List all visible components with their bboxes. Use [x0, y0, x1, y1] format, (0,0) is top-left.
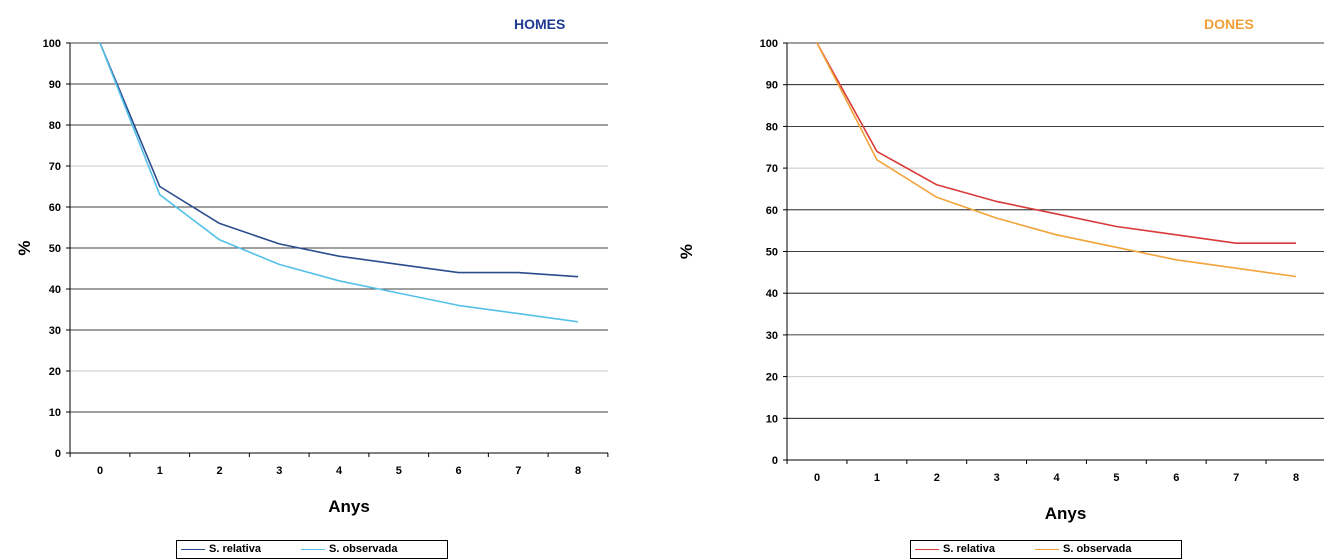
- line-chart-homes: 0 10 20 30 40 50 60 70 80 90 100 0 1 2 3 4 5 6 7 8 Anys%: [15, 38, 609, 516]
- x-tick-label: 5: [1113, 472, 1119, 484]
- series-line-observada: [816, 42, 1297, 278]
- x-tick-label: 7: [1233, 472, 1239, 484]
- series-line-relativa: [99, 42, 579, 278]
- legend-swatch: [301, 548, 325, 550]
- y-tick-label: 80: [49, 120, 61, 132]
- y-tick-label: 30: [766, 330, 778, 342]
- legend-label: S. relativa: [209, 543, 261, 555]
- y-tick-label: 70: [49, 161, 61, 173]
- x-tick-label: 0: [97, 465, 103, 477]
- y-tick-label: 60: [49, 202, 61, 214]
- y-tick-label: 10: [766, 413, 778, 425]
- x-tick-label: 3: [994, 472, 1000, 484]
- x-tick-label: 2: [216, 465, 222, 477]
- y-axis-title: %: [677, 244, 696, 259]
- legend-item-relativa: S. relativa: [915, 542, 995, 557]
- y-tick-label: 60: [766, 205, 778, 217]
- legend: S. relativa S. observada: [176, 540, 448, 559]
- legend-item-observada: S. observada: [301, 542, 397, 557]
- y-tick-label: 20: [766, 372, 778, 384]
- y-axis-title: %: [15, 240, 34, 255]
- line-chart-dones: 0 10 20 30 40 50 60 70 80 90 100 0 1 2 3 4 5 6 7 8 Anys%: [677, 38, 1324, 523]
- x-axis-title: Anys: [328, 497, 370, 516]
- legend-label: S. observada: [1063, 543, 1132, 555]
- x-tick-label: 8: [1293, 472, 1299, 484]
- chart-panel-dones: DONES 0 10 20 30 40 50 60 70 80 90 100 0 1 2 3 4 5 6 7 8 Any…: [662, 0, 1324, 559]
- chart-title: HOMES: [514, 16, 566, 32]
- legend-swatch: [1035, 548, 1059, 550]
- y-tick-label: 90: [766, 80, 778, 92]
- series-line-relativa: [816, 42, 1296, 244]
- legend: S. relativa S. observada: [910, 540, 1182, 559]
- y-tick-label: 100: [43, 38, 61, 50]
- x-tick-label: 8: [575, 465, 581, 477]
- legend-swatch: [915, 548, 939, 550]
- chart-panel-homes: HOMES 0 10 20 30 40 50 60 70 80 90 100 0 1 2 3 4 5 6 7 8 Any…: [15, 16, 609, 559]
- y-tick-label: 70: [766, 163, 778, 175]
- x-tick-label: 6: [455, 465, 461, 477]
- y-tick-label: 50: [49, 243, 61, 255]
- y-tick-label: 40: [766, 288, 778, 300]
- legend-label: S. observada: [329, 543, 398, 555]
- y-tick-label: 10: [49, 407, 61, 419]
- x-tick-label: 2: [934, 472, 940, 484]
- chart-title: DONES: [1204, 16, 1254, 32]
- y-tick-label: 90: [49, 79, 61, 91]
- x-tick-label: 7: [515, 465, 521, 477]
- x-tick-label: 1: [874, 472, 880, 484]
- series-line-observada: [99, 42, 579, 323]
- y-tick-label: 80: [766, 121, 778, 133]
- x-tick-label: 4: [1053, 472, 1060, 484]
- y-tick-label: 40: [49, 284, 61, 296]
- y-tick-label: 20: [49, 366, 61, 378]
- x-tick-label: 5: [396, 465, 402, 477]
- y-tick-label: 0: [772, 455, 778, 467]
- legend-item-observada: S. observada: [1035, 542, 1131, 557]
- x-tick-label: 3: [276, 465, 282, 477]
- legend-label: S. relativa: [943, 543, 995, 555]
- y-tick-label: 0: [55, 448, 61, 460]
- legend-item-relativa: S. relativa: [181, 542, 261, 557]
- x-tick-label: 4: [336, 465, 343, 477]
- x-tick-label: 6: [1173, 472, 1179, 484]
- legend-swatch: [181, 548, 205, 550]
- x-axis-title: Anys: [1045, 504, 1087, 523]
- y-tick-label: 100: [760, 38, 778, 50]
- y-tick-label: 50: [766, 247, 778, 259]
- x-tick-label: 1: [157, 465, 163, 477]
- x-tick-label: 0: [814, 472, 820, 484]
- y-tick-label: 30: [49, 325, 61, 337]
